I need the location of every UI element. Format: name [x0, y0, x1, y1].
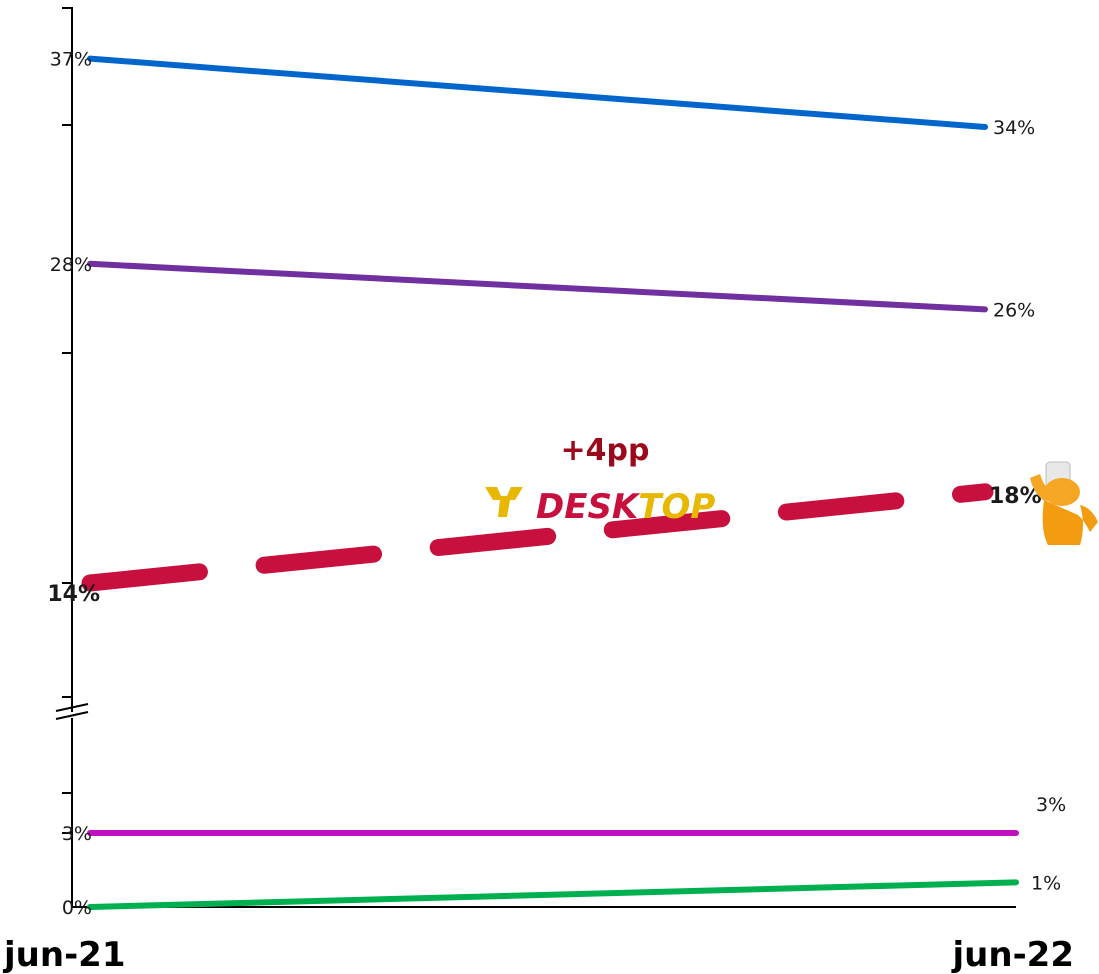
data-label: 0%: [62, 897, 92, 919]
data-label: 18%: [989, 484, 1042, 509]
person-figure-icon: [1030, 461, 1098, 545]
x-tick-label: jun-21: [2, 935, 126, 974]
data-label: 28%: [50, 254, 92, 276]
data-label: 14%: [47, 582, 100, 607]
series-line: [87, 260, 988, 313]
series-line: [87, 879, 1019, 910]
desktop-brand-text: DESKTOP: [536, 487, 715, 527]
data-label: 3%: [62, 823, 92, 845]
desktop-logo-icon: [485, 487, 523, 517]
desktop-brand-logo: DESKTOP: [485, 487, 715, 527]
data-label: 1%: [1031, 872, 1061, 894]
series-line: [81, 483, 994, 592]
change-annotation: +4pp: [561, 433, 650, 468]
value-labels: 37% 34% 28% 26% 14% 18% 3% 3% 0% 1%: [47, 49, 1066, 919]
data-label: 3%: [1036, 794, 1066, 816]
axis-break-mark: [55, 711, 89, 720]
axis-break-mark: [55, 703, 89, 712]
x-tick-label: jun-22: [951, 935, 1075, 974]
data-label: 26%: [993, 299, 1035, 321]
y-axis-ticks: [62, 7, 73, 834]
data-label: 34%: [993, 117, 1035, 139]
series-line: [87, 55, 988, 130]
data-label: 37%: [50, 49, 92, 71]
series-lines: [81, 55, 1019, 910]
